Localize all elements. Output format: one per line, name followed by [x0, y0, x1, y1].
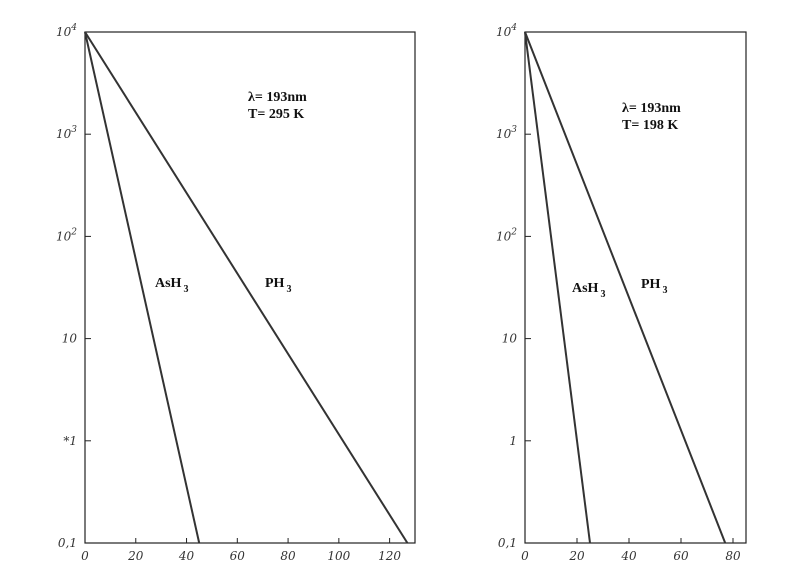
series-label-ph3: PH 3 [641, 277, 667, 296]
x-tick-label: 20 [127, 549, 144, 563]
y-tick-base: 0,1 [58, 536, 77, 550]
y-tick-base: 10 [496, 25, 512, 39]
y-tick-base: 10 [502, 332, 518, 346]
series-label-ash3: AsH 3 [572, 281, 605, 300]
series-label-ph3: PH 3 [265, 276, 291, 295]
y-tick-exponent: 3 [71, 125, 77, 135]
y-tick-exponent: 3 [511, 125, 517, 135]
y-tick-base: 1 [509, 434, 517, 448]
series-label-name: AsH [155, 276, 182, 291]
y-tick-exponent: 4 [70, 23, 77, 33]
y-tick-label: 104 [496, 23, 517, 39]
y-tick-base: 10 [56, 229, 72, 243]
y-tick-label: 103 [496, 125, 517, 141]
plot-frame [84, 31, 416, 544]
series-label-subscript: 3 [183, 284, 188, 295]
x-tick-label: 40 [620, 549, 637, 563]
series-label-subscript: 3 [662, 285, 667, 296]
x-tick-label: 20 [568, 549, 585, 563]
y-tick-exponent: 2 [70, 227, 77, 237]
plot-frame [524, 31, 747, 544]
y-tick-label: 103 [56, 125, 77, 141]
y-tick-base: 10 [56, 127, 72, 141]
x-tick-label: 40 [178, 549, 195, 563]
x-tick-label: 60 [673, 549, 689, 563]
x-tick-label: 0 [81, 549, 89, 563]
y-tick-label: 104 [56, 23, 77, 39]
x-tick-label: 80 [725, 549, 741, 563]
y-tick-label: *1 [63, 434, 77, 448]
y-tick-label: 0,1 [498, 536, 517, 550]
series-label-ash3: AsH 3 [155, 276, 188, 295]
y-tick-exponent: 4 [510, 23, 517, 33]
y-tick-base: 10 [496, 229, 512, 243]
series-label-name: PH [265, 276, 285, 291]
annotation-temperature: T= 198 K [622, 118, 678, 133]
y-tick-exponent: 2 [510, 227, 517, 237]
x-tick-label: 120 [378, 549, 401, 563]
series-label-subscript: 3 [286, 284, 291, 295]
y-tick-base: 10 [62, 332, 78, 346]
y-tick-base: 10 [496, 127, 512, 141]
x-tick-label: 100 [327, 549, 350, 563]
x-tick-label: 80 [280, 549, 296, 563]
y-tick-label: 102 [496, 227, 517, 243]
y-tick-label: 1 [509, 434, 517, 448]
x-tick-label: 60 [230, 549, 246, 563]
annotation-wavelength: λ= 193nm [248, 90, 307, 105]
y-tick-label: 0,1 [58, 536, 77, 550]
series-line-ph3 [524, 31, 727, 544]
y-tick-label: 102 [56, 227, 77, 243]
x-tick-label: 0 [521, 549, 529, 563]
y-tick-label: 10 [62, 332, 78, 346]
series-line-ash3 [524, 31, 591, 544]
y-tick-base: *1 [63, 434, 77, 448]
y-tick-base: 10 [56, 25, 72, 39]
y-tick-label: 10 [502, 332, 518, 346]
series-label-name: PH [641, 277, 661, 292]
series-line-ash3 [84, 31, 201, 544]
annotation-wavelength: λ= 193nm [622, 101, 681, 116]
series-label-subscript: 3 [600, 289, 605, 300]
y-tick-base: 0,1 [498, 536, 517, 550]
series-line-ph3 [84, 31, 409, 544]
series-label-name: AsH [572, 281, 599, 296]
annotation-temperature: T= 295 K [248, 107, 304, 122]
